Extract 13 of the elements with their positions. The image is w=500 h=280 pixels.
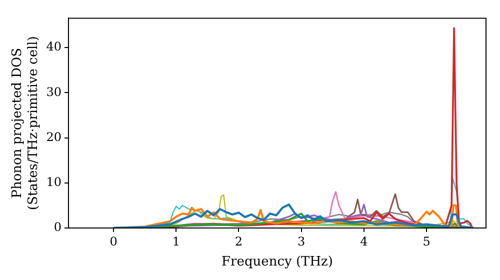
x-tick-label: 4 (360, 234, 368, 248)
x-tick-label: 1 (172, 234, 180, 248)
x-tick-label: 0 (110, 234, 118, 248)
y-tick-label: 40 (46, 40, 62, 54)
x-axis-title: Frequency (THz) (222, 254, 333, 270)
x-tick-label: 3 (298, 234, 306, 248)
y-tick-label: 20 (46, 130, 62, 144)
y-tick-label: 0 (54, 220, 62, 234)
x-tick-label: 5 (422, 234, 430, 248)
y-axis-title: Phonon projected DOS (States/THz·primitive cell) (10, 36, 41, 210)
y-tick-label: 10 (46, 175, 62, 190)
x-tick-label: 2 (234, 234, 243, 248)
y-tick-label: 30 (46, 84, 62, 99)
